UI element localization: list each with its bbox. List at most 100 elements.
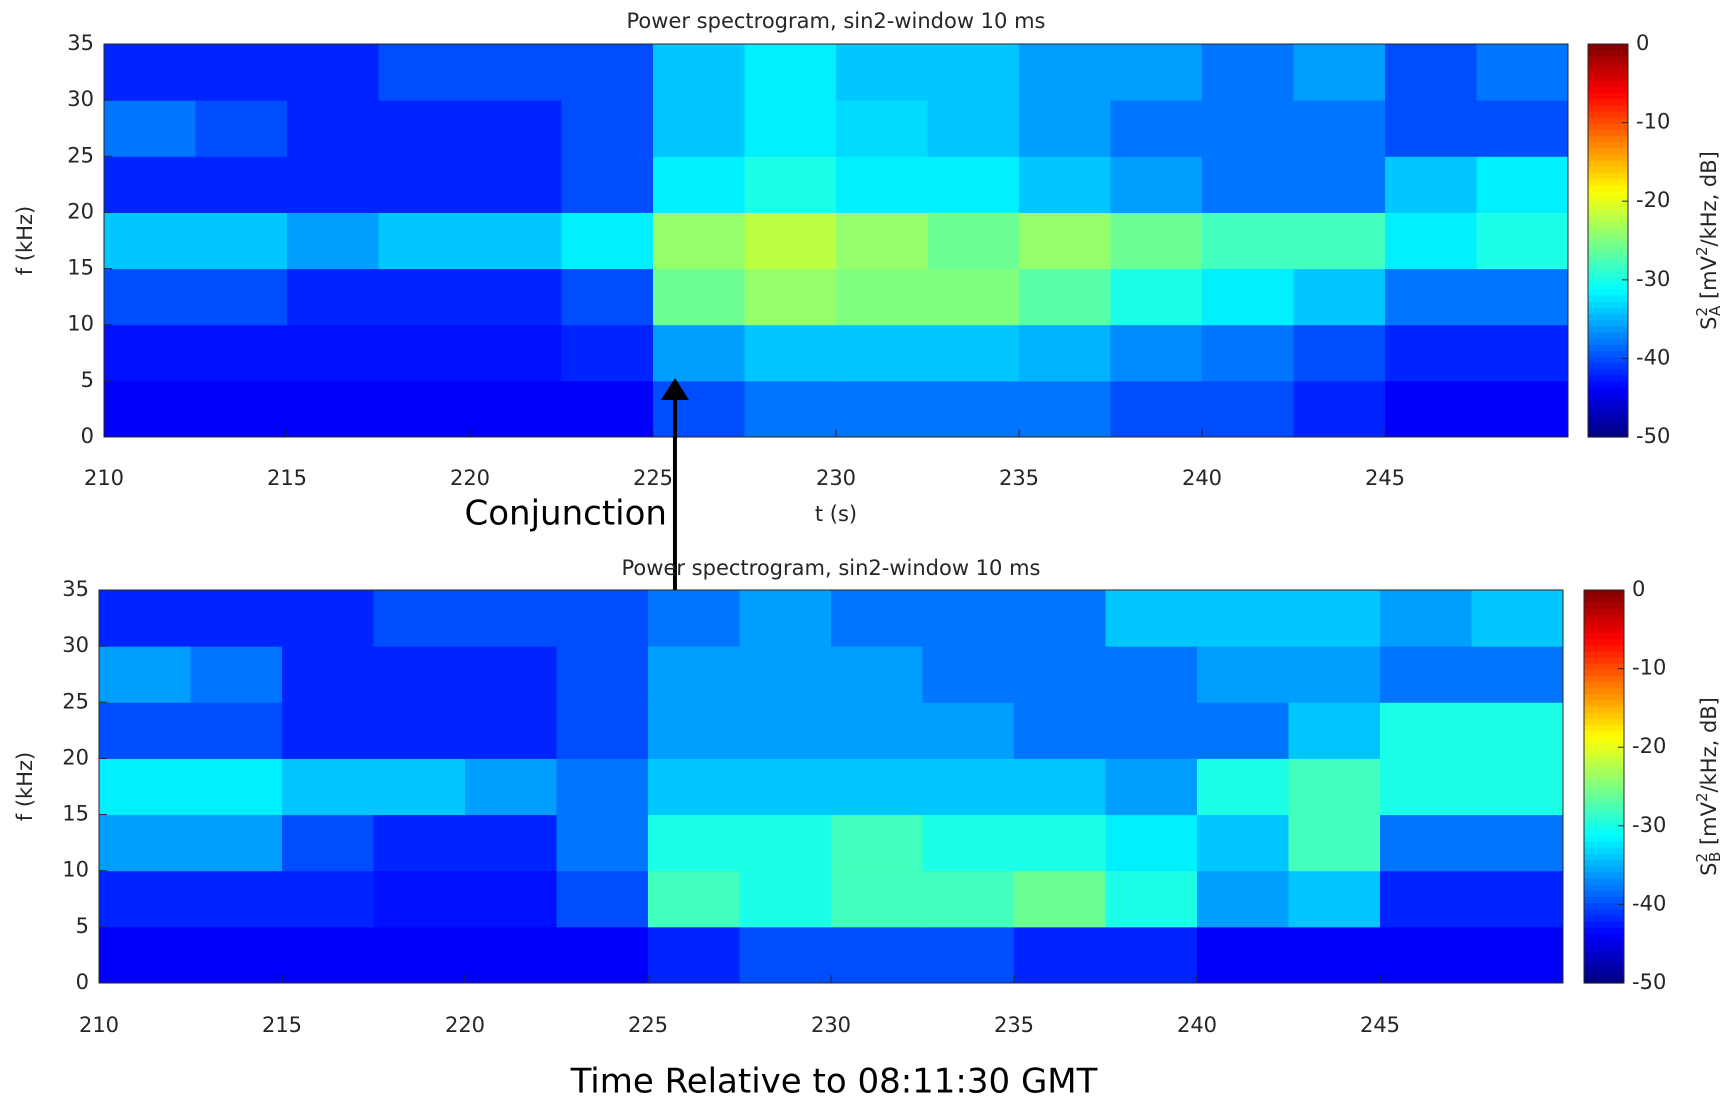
heatmap-cell: [927, 44, 1020, 101]
heatmap-cell: [1471, 702, 1564, 759]
colorbar-swatch: [1588, 412, 1628, 420]
x-tick-label: 240: [1177, 1013, 1217, 1037]
heatmap-cell: [1202, 156, 1294, 213]
heatmap-cell: [831, 590, 923, 647]
colorbar-swatch: [1584, 829, 1624, 837]
heatmap-cell: [465, 814, 557, 872]
x-tick-label: 230: [811, 1013, 851, 1037]
colorbar-swatch: [1588, 295, 1628, 303]
heatmap-cell: [195, 324, 288, 382]
heatmap-cell: [739, 814, 832, 872]
heatmap-cell: [1014, 870, 1106, 928]
colorbar-swatch: [1584, 651, 1624, 659]
colorbar-swatch: [1588, 314, 1628, 321]
heatmap-cell: [99, 814, 191, 872]
colorbar-frame: [1587, 43, 1629, 438]
colorbar-frame: [1583, 589, 1625, 984]
heatmap-cell: [104, 212, 196, 270]
colorbar-swatch: [1584, 958, 1624, 966]
colorbar-swatch: [1588, 283, 1628, 291]
colorbar-swatch: [1588, 148, 1628, 156]
heatmap-cell: [1105, 758, 1198, 816]
x-axis-label: t (s): [815, 502, 857, 526]
colorbar-swatch: [1584, 823, 1624, 831]
heatmap-cell: [465, 926, 557, 984]
heatmap-cell: [831, 814, 923, 872]
colorbar-swatch: [1588, 215, 1628, 223]
heatmap-cell: [653, 268, 745, 326]
colorbar-tick-label: -30: [1632, 813, 1666, 837]
colorbar-swatch: [1584, 700, 1624, 708]
x-tick-label: 245: [1365, 466, 1405, 490]
heatmap-cell: [470, 100, 562, 157]
colorbar-swatch: [1588, 424, 1628, 432]
heatmap-cell: [195, 268, 288, 326]
colorbar-swatch: [1584, 743, 1624, 751]
colorbar-swatch: [1584, 657, 1624, 665]
heatmap-cell: [99, 870, 191, 928]
heatmap-cell: [1202, 212, 1294, 270]
heatmap-cell: [282, 870, 374, 928]
colorbar-swatch: [1588, 154, 1628, 162]
colorbar-swatch: [1584, 749, 1624, 757]
heatmap-cell: [104, 380, 196, 438]
heatmap-cell: [836, 380, 928, 438]
heatmap-cell: [653, 212, 745, 270]
colorbar-swatch: [1588, 142, 1628, 149]
colorbar-swatch: [1584, 866, 1624, 874]
heatmap-cell: [1476, 44, 1569, 101]
colorbar-swatch: [1588, 234, 1628, 242]
colorbar-label-part: 2: [1693, 853, 1711, 863]
colorbar-swatch: [1584, 614, 1624, 622]
heatmap-cell: [373, 702, 466, 759]
colorbar-swatch: [1584, 725, 1624, 732]
heatmap-cell: [282, 702, 374, 759]
heatmap-cell: [104, 324, 196, 382]
colorbar-swatch: [1588, 326, 1628, 334]
heatmap-cell: [739, 926, 832, 984]
colorbar-swatch: [1584, 909, 1624, 917]
heatmap-cell: [1105, 926, 1198, 984]
colorbar-swatch: [1588, 68, 1628, 76]
colorbar-swatch: [1588, 387, 1628, 395]
heatmap-cell: [99, 590, 191, 647]
heatmap-cell: [1110, 100, 1203, 157]
heatmap-cell: [922, 590, 1015, 647]
heatmap-cell: [836, 268, 928, 326]
heatmap-cell: [287, 212, 379, 270]
colorbar-swatch: [1588, 289, 1628, 297]
heatmap-cell: [836, 100, 928, 157]
colorbar-swatch: [1584, 890, 1624, 898]
heatmap-cell: [1197, 814, 1289, 872]
colorbar-swatch: [1584, 602, 1624, 610]
heatmap-cell: [470, 156, 562, 213]
heatmap-cell: [648, 702, 740, 759]
heatmap-cell: [648, 646, 740, 703]
colorbar-swatch: [1588, 179, 1628, 186]
heatmap-cell: [1385, 44, 1477, 101]
x-tick-label: 220: [450, 466, 490, 490]
heatmap-cell: [1476, 380, 1569, 438]
colorbar-swatch: [1584, 663, 1624, 671]
colorbar-swatch: [1588, 246, 1628, 254]
colorbar-tick-label: -40: [1636, 345, 1670, 369]
heatmap-cell: [378, 156, 471, 213]
colorbar-swatch: [1588, 301, 1628, 309]
colorbar-swatch: [1588, 50, 1628, 57]
heatmap-cell: [744, 156, 837, 213]
x-tick-label: 225: [628, 1013, 668, 1037]
heatmap-cell: [287, 100, 379, 157]
heatmap-cell: [1385, 324, 1477, 382]
heatmap-cell: [739, 590, 832, 647]
colorbar-swatch: [1584, 768, 1624, 775]
colorbar-swatch: [1584, 792, 1624, 800]
heatmap-cell: [561, 100, 654, 157]
heatmap-cell: [556, 926, 649, 984]
colorbar-swatch: [1584, 632, 1624, 640]
heatmap-cell: [378, 380, 471, 438]
y-axis-label: f (kHz): [13, 752, 37, 821]
heatmap-cell: [378, 44, 471, 101]
heatmap-cell: [561, 212, 654, 270]
colorbar-label: S2A [mV2/kHz, dB]: [1693, 151, 1724, 330]
colorbar-swatch: [1584, 620, 1624, 628]
